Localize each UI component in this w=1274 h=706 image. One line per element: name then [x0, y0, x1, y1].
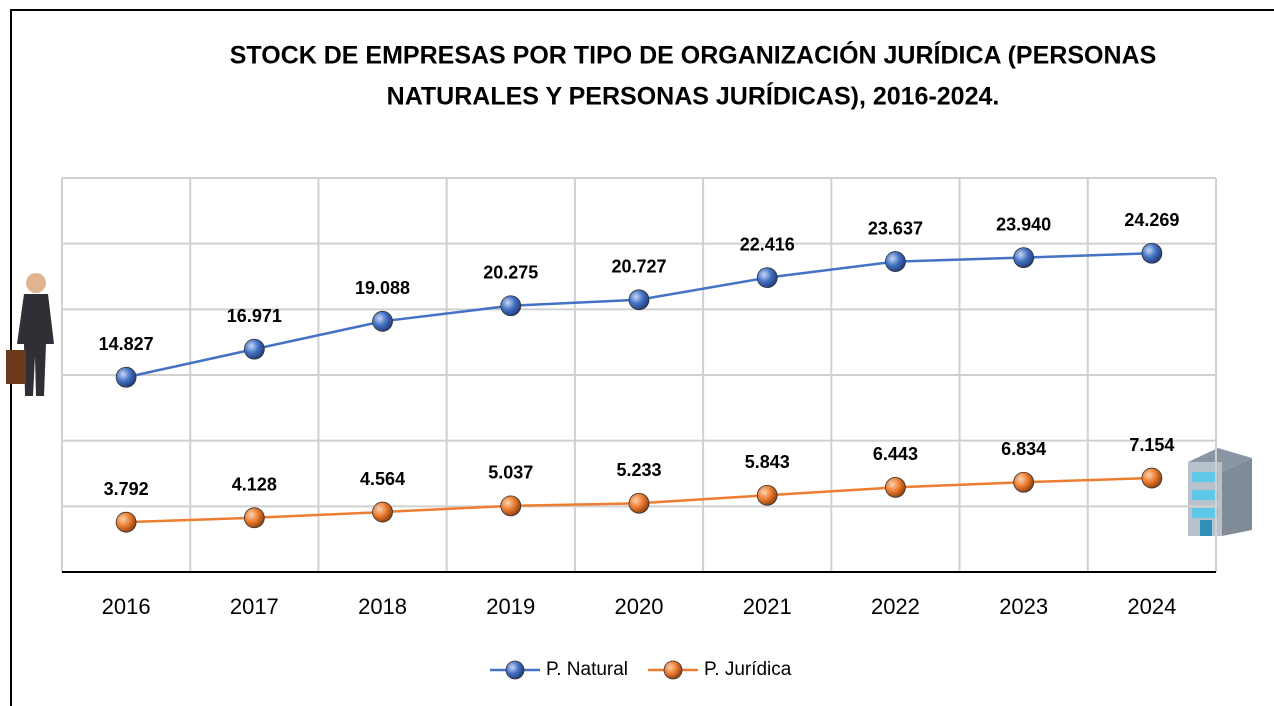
data-label: 5.843 [745, 452, 790, 472]
data-label: 5.037 [488, 463, 533, 483]
data-label: 20.727 [611, 257, 666, 277]
data-label: 5.233 [616, 460, 661, 480]
marker [1013, 247, 1035, 268]
data-label: 6.443 [873, 444, 918, 464]
x-tick-label: 2020 [615, 594, 664, 619]
marker [115, 366, 137, 388]
marker [372, 310, 393, 332]
data-label: 6.834 [1001, 439, 1046, 459]
marker [1141, 242, 1163, 264]
marker [885, 251, 906, 272]
data-label: 24.269 [1124, 210, 1179, 230]
person-icon [6, 273, 54, 396]
data-label: 22.416 [740, 234, 795, 254]
x-tick-label: 2021 [743, 594, 792, 619]
x-tick-label: 2023 [999, 594, 1048, 619]
marker [1013, 471, 1035, 493]
chart-title: STOCK DE EMPRESAS POR TIPO DE ORGANIZACI… [230, 40, 1157, 70]
data-label: 20.275 [483, 262, 538, 282]
data-label: 16.971 [227, 306, 282, 326]
marker [756, 267, 778, 289]
data-label: 14.827 [99, 334, 154, 354]
data-label: 7.154 [1129, 435, 1174, 455]
data-label: 23.637 [868, 218, 923, 238]
x-tick-label: 2016 [102, 594, 151, 619]
marker [243, 338, 265, 360]
marker [628, 492, 650, 514]
building-icon [1188, 448, 1252, 536]
marker [628, 289, 650, 311]
marker [1141, 467, 1163, 489]
legend-label: P. Jurídica [704, 659, 792, 680]
x-tick-label: 2017 [230, 594, 279, 619]
x-tick-label: 2019 [486, 594, 535, 619]
data-label: 4.564 [360, 469, 405, 489]
marker [756, 484, 778, 506]
marker [885, 476, 906, 498]
marker [115, 511, 137, 533]
legend-label: P. Natural [546, 659, 628, 680]
x-tick-label: 2022 [871, 594, 920, 619]
marker [243, 507, 265, 529]
chart-title: NATURALES Y PERSONAS JURÍDICAS), 2016-20… [387, 82, 1000, 111]
marker [500, 295, 522, 317]
marker [500, 495, 522, 517]
x-tick-label: 2018 [358, 594, 407, 619]
data-label: 3.792 [104, 479, 149, 499]
data-label: 19.088 [355, 278, 410, 298]
data-label: 4.128 [232, 475, 277, 495]
data-label: 23.940 [996, 214, 1051, 234]
legend-marker [663, 660, 683, 680]
frame [10, 9, 1274, 706]
x-tick-label: 2024 [1127, 594, 1176, 619]
marker [372, 501, 393, 523]
legend-marker [505, 660, 525, 680]
